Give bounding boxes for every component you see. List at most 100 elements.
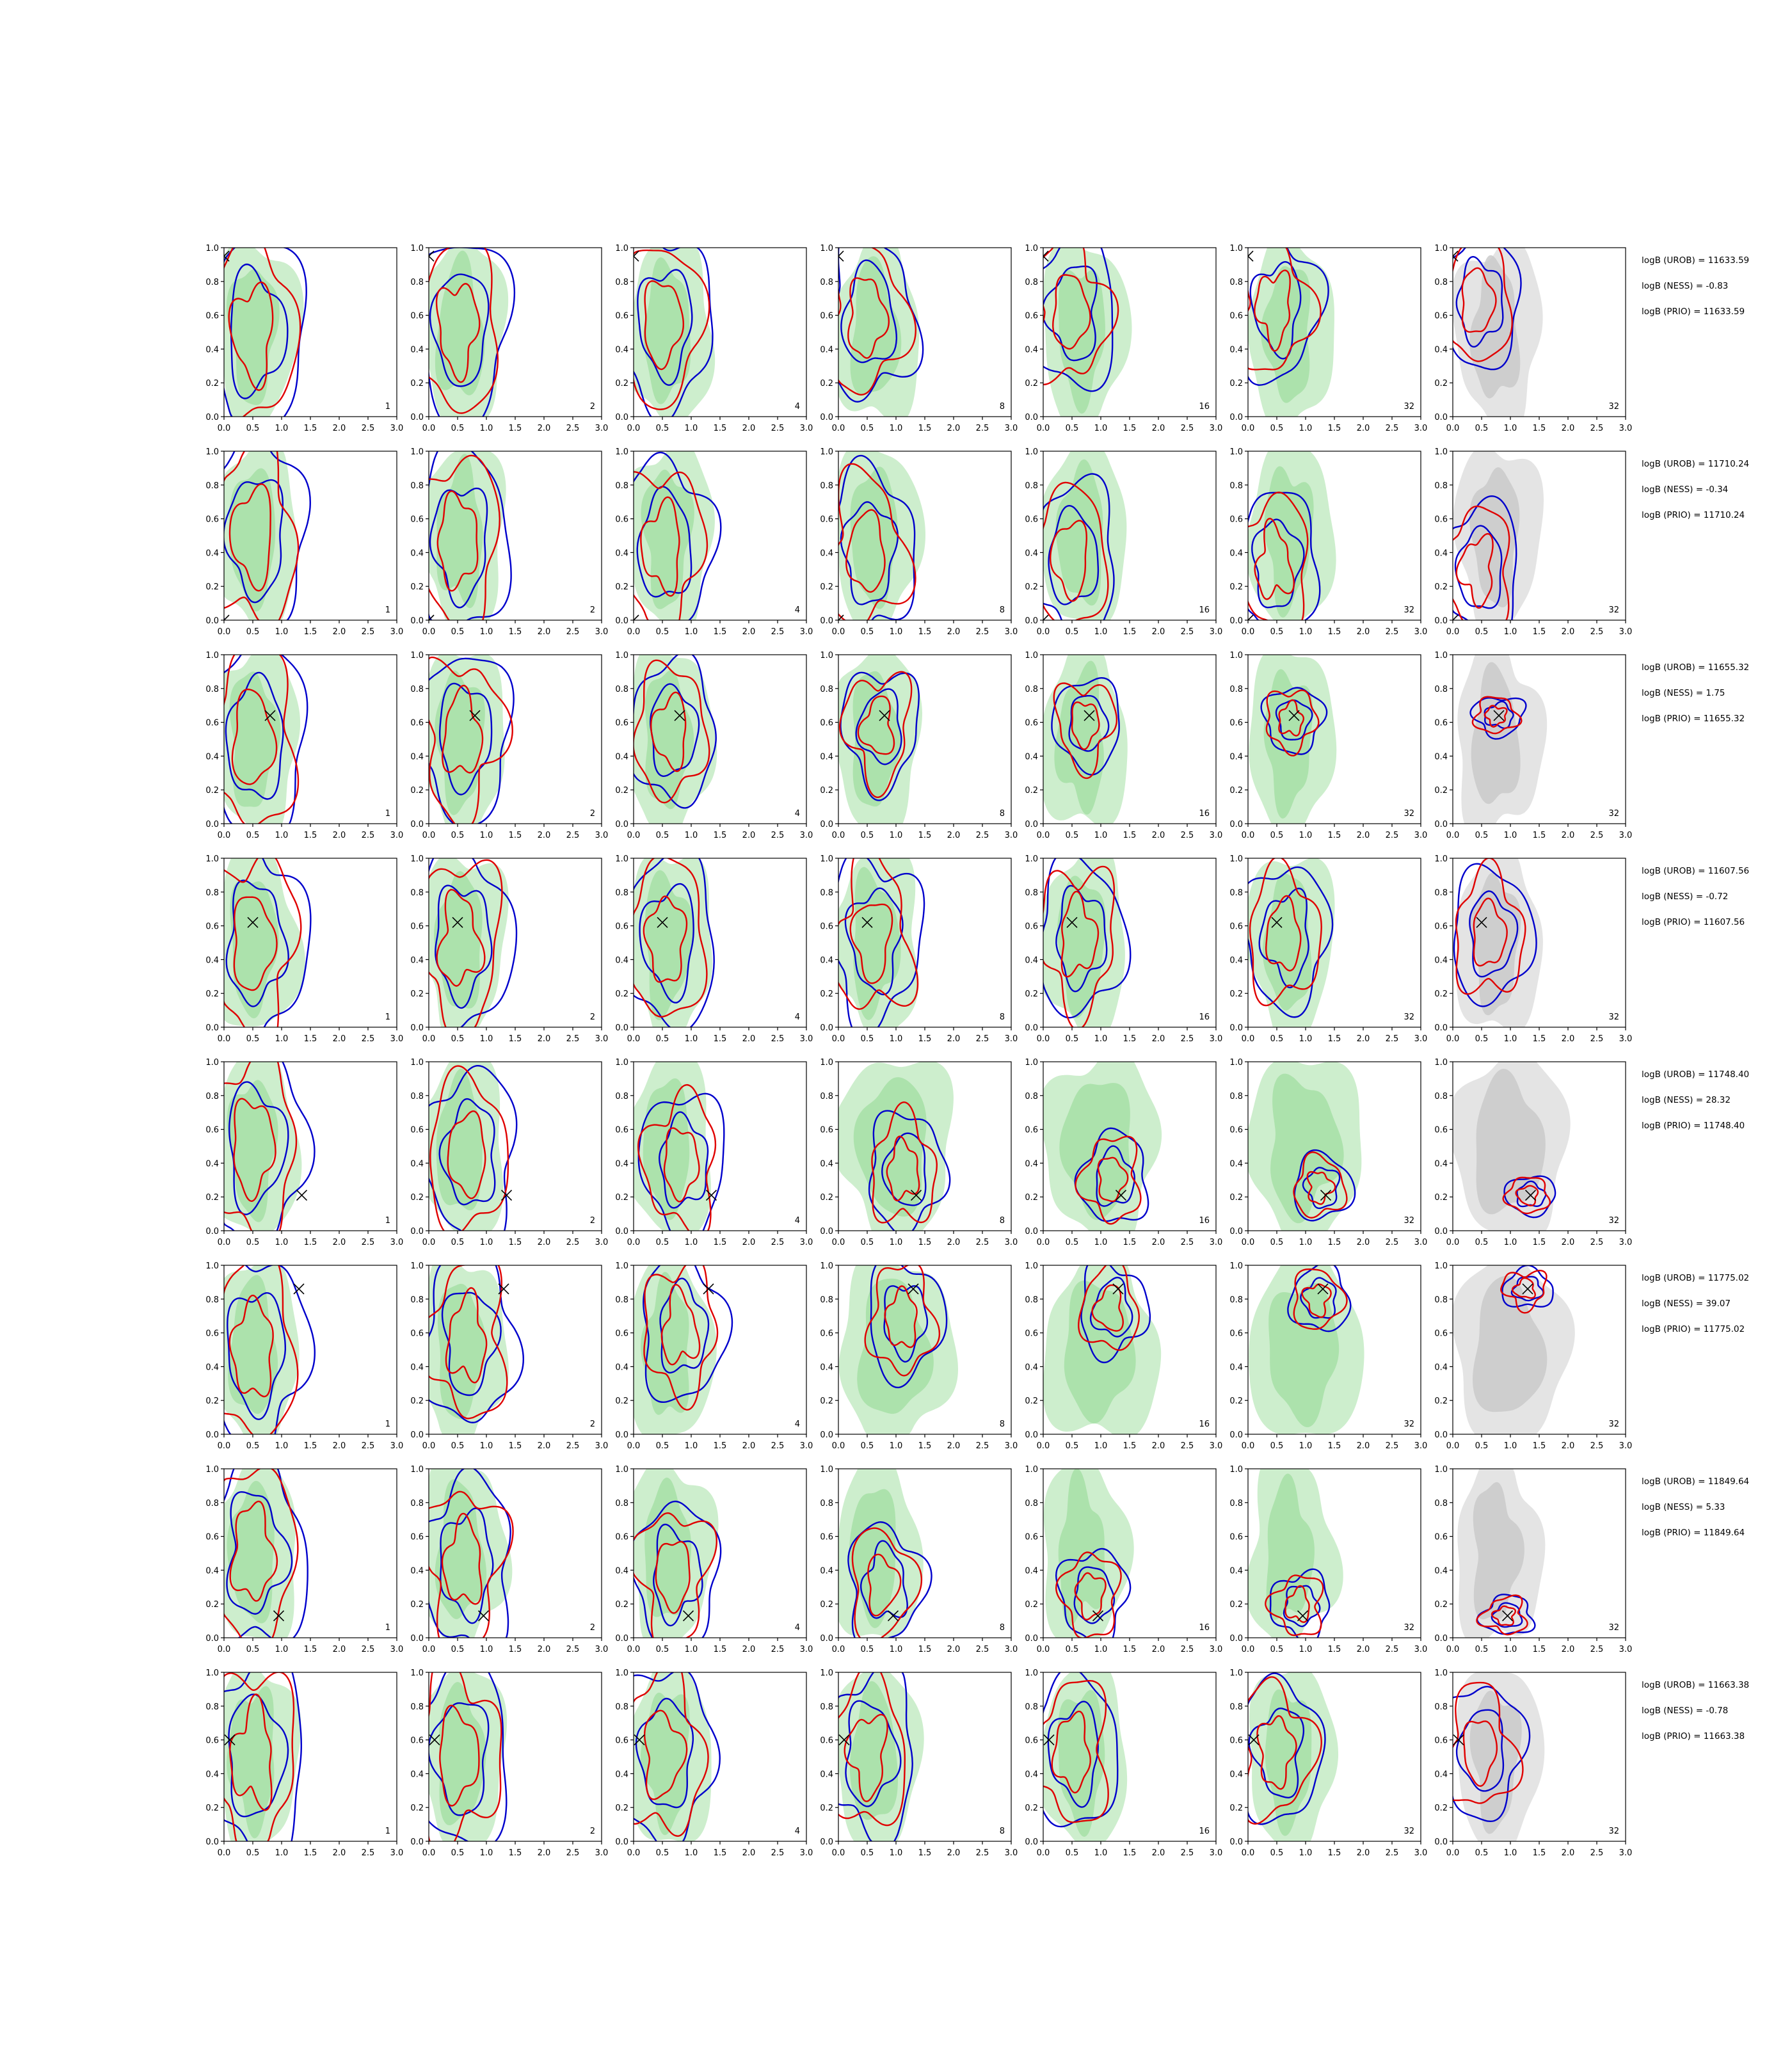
x-tick-label: 0.0 [218, 831, 231, 840]
true-value-marker [469, 710, 481, 721]
y-tick-label: 0.6 [1229, 1533, 1243, 1542]
y-tick-label: 0.8 [1229, 685, 1243, 694]
y-tick-label: 0.8 [410, 685, 424, 694]
x-tick-label: 2.0 [1357, 1848, 1370, 1858]
true-value-marker [500, 1189, 513, 1201]
x-tick-label: 3.0 [595, 1238, 609, 1247]
panel-corner-label: 32 [1404, 809, 1414, 819]
y-tick-label: 0.0 [1025, 820, 1038, 829]
y-tick-label: 1.0 [615, 1058, 628, 1068]
x-tick-label: 0.0 [832, 1848, 845, 1858]
y-tick-label: 0.2 [615, 1396, 628, 1406]
y-tick-label: 0.4 [820, 345, 833, 355]
y-tick-label: 0.0 [1025, 1634, 1038, 1644]
y-tick-label: 0.0 [820, 1430, 833, 1440]
red-contour-inner [886, 1135, 920, 1202]
y-tick-label: 0.0 [410, 1837, 424, 1847]
x-tick-label: 0.5 [246, 1645, 260, 1654]
prior-inner-region [1058, 1469, 1105, 1626]
x-tick-label: 1.0 [275, 627, 289, 637]
y-tick-label: 0.8 [1434, 481, 1448, 491]
x-tick-label: 3.0 [1210, 424, 1223, 433]
blue-contour-outer [1501, 1265, 1554, 1308]
x-tick-label: 0.5 [246, 1238, 260, 1247]
x-tick-label: 0.0 [832, 1645, 845, 1654]
y-tick-label: 0.4 [1434, 956, 1448, 965]
x-tick-label: 0.5 [1475, 1238, 1489, 1247]
y-tick-label: 0.2 [1025, 582, 1038, 592]
y-tick-label: 0.2 [1434, 1193, 1448, 1203]
x-tick-label: 0.5 [1066, 627, 1079, 637]
prior-inner-region [1266, 1473, 1315, 1620]
red-contour-outer [1055, 1551, 1122, 1638]
y-tick-label: 0.0 [410, 413, 424, 422]
y-tick-label: 0.6 [205, 1533, 219, 1542]
red-contour-inner [435, 283, 481, 383]
y-tick-label: 0.6 [1229, 1329, 1243, 1339]
red-contour-inner [228, 1294, 274, 1398]
panel-corner-label: 1 [385, 1623, 390, 1633]
y-tick-label: 0.0 [820, 820, 833, 829]
x-tick-label: 3.0 [1005, 1645, 1018, 1654]
y-tick-label: 0.6 [615, 515, 628, 525]
x-tick-label: 1.5 [1328, 1441, 1341, 1451]
x-tick-label: 0.5 [451, 831, 465, 840]
x-tick-label: 1.5 [714, 1238, 727, 1247]
x-tick-label: 2.0 [1562, 627, 1575, 637]
y-tick-label: 0.8 [615, 481, 628, 491]
red-contour-inner [660, 1284, 701, 1366]
blue-contour-inner [1258, 888, 1309, 989]
x-tick-label: 0.5 [451, 1238, 465, 1247]
y-tick-label: 0.0 [205, 413, 219, 422]
y-tick-label: 0.8 [820, 1295, 833, 1305]
x-tick-label: 2.0 [538, 1238, 551, 1247]
panel-r3-c4: 0.0 0.5 1.0 1.5 2.0 2.5 3.0 0.0 0.2 0.4 0.6 0.8 1.0 8 [820, 651, 1018, 840]
panel-corner-label: 4 [795, 1012, 800, 1022]
logb-annotation: logB (PRIO) = 11748.40 [1642, 1121, 1745, 1131]
x-tick-label: 3.0 [1619, 1034, 1633, 1044]
panel-r3-c7: 0.0 0.5 1.0 1.5 2.0 2.5 3.0 0.0 0.2 0.4 0.6 0.8 1.0 3… [1434, 651, 1632, 840]
y-tick-label: 1.0 [820, 1058, 833, 1068]
x-tick-label: 2.0 [742, 1645, 756, 1654]
y-tick-label: 0.0 [1229, 413, 1243, 422]
x-tick-label: 2.5 [1181, 831, 1194, 840]
x-tick-label: 1.0 [1504, 1441, 1517, 1451]
panel-r6-c1: 0.0 0.5 1.0 1.5 2.0 2.5 3.0 0.0 0.2 0.4 0.6 0.8 1.0 1 [205, 1261, 403, 1451]
true-value-marker [1453, 1734, 1464, 1746]
panel-r6-c2: 0.0 0.5 1.0 1.5 2.0 2.5 3.0 0.0 0.2 0.4 0.6 0.8 1.0 2 [410, 1261, 608, 1451]
x-tick-label: 0.5 [451, 1848, 465, 1858]
x-tick-label: 2.5 [362, 1848, 375, 1858]
y-tick-label: 1.0 [205, 1465, 219, 1475]
y-tick-label: 0.2 [410, 786, 424, 796]
logb-annotation: logB (PRIO) = 11655.32 [1642, 714, 1745, 724]
y-tick-label: 0.6 [1229, 719, 1243, 728]
y-tick-label: 0.8 [820, 481, 833, 491]
x-tick-label: 2.0 [1152, 1238, 1165, 1247]
red-contour-inner [1491, 1605, 1517, 1626]
panel-corner-label: 32 [1404, 1623, 1414, 1633]
true-value-marker [477, 1610, 490, 1622]
x-tick-label: 1.5 [1123, 1645, 1137, 1654]
panel-corner-label: 32 [1608, 1420, 1619, 1429]
x-tick-label: 1.0 [890, 1034, 903, 1044]
blue-contour-inner [429, 273, 490, 387]
panel-r4-c2: 0.0 0.5 1.0 1.5 2.0 2.5 3.0 0.0 0.2 0.4 0.6 0.8 1.0 2 [410, 854, 608, 1044]
x-tick-label: 2.0 [1562, 831, 1575, 840]
true-value-marker [1084, 710, 1095, 721]
blue-contour-outer [1248, 866, 1334, 1018]
true-value-marker [1524, 1189, 1537, 1201]
panel-r1-c2: 0.0 0.5 1.0 1.5 2.0 2.5 3.0 0.0 0.2 0.4 0.6 0.8 1.0 2 [410, 244, 608, 433]
logb-annotation: logB (NESS) = 39.07 [1642, 1299, 1731, 1309]
x-tick-label: 0.5 [246, 1034, 260, 1044]
red-contour-outer [429, 454, 500, 620]
y-tick-label: 0.6 [205, 719, 219, 728]
red-contour-inner [1254, 518, 1295, 600]
x-tick-label: 0.0 [1037, 1034, 1050, 1044]
x-tick-label: 2.0 [1562, 1034, 1575, 1044]
x-tick-label: 2.0 [947, 1645, 961, 1654]
y-tick-label: 0.4 [1434, 1363, 1448, 1372]
x-tick-label: 2.0 [1152, 627, 1165, 637]
panel-corner-label: 2 [590, 1420, 595, 1429]
x-tick-label: 0.0 [627, 1645, 641, 1654]
x-tick-label: 2.0 [1357, 627, 1370, 637]
